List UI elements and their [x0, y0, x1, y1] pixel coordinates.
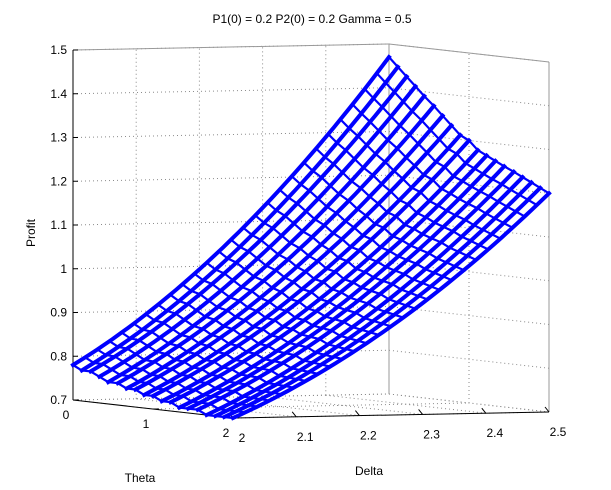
grid-line [72, 262, 390, 270]
x-tick-mark [544, 406, 550, 413]
surface-mesh-row [115, 103, 437, 386]
grid-line [388, 262, 550, 282]
z-tick-label: 1.2 [50, 174, 67, 188]
x-tick-mark [481, 407, 487, 414]
y-tick-label: 2 [223, 426, 230, 440]
x-axis-label: Delta [355, 464, 383, 478]
box-edge [72, 43, 390, 51]
surface [70, 54, 552, 421]
x-tick-mark [418, 409, 423, 415]
grid-line [72, 306, 390, 313]
z-tick-label: 1.1 [50, 218, 67, 232]
surface-mesh-row [221, 185, 544, 420]
surface-mesh-row [87, 73, 410, 375]
surface-mesh-row [70, 54, 392, 368]
box-edge [388, 43, 550, 63]
z-tick-label: 1 [60, 262, 67, 276]
grid-line [72, 349, 390, 357]
grid-line [72, 131, 390, 138]
grid-line [72, 393, 390, 401]
z-tick-label: 1.3 [50, 131, 67, 145]
grid-line [262, 395, 423, 415]
surface-mesh-row [96, 83, 419, 380]
surface-mesh-row [132, 122, 455, 393]
surface-mesh-row [159, 147, 481, 404]
grid-line [199, 397, 360, 417]
grid-line [388, 306, 550, 325]
grid-line [388, 349, 550, 369]
surface-mesh-row [212, 179, 535, 419]
grid-line [388, 87, 550, 107]
x-tick-mark [291, 411, 297, 418]
axes-box [72, 43, 550, 419]
x-tick-label: 2.5 [550, 425, 567, 439]
y-tick-label: 0 [63, 408, 70, 422]
chart-title: P1(0) = 0.2 P2(0) = 0.2 Gamma = 0.5 [212, 12, 411, 26]
grid-line [72, 174, 390, 182]
surface-mesh-row [176, 158, 499, 411]
x-axis-line [232, 411, 550, 419]
grid-line [72, 87, 390, 95]
x-tick-label: 2 [239, 431, 246, 445]
surface-mesh-row [195, 168, 517, 413]
x-tick-mark [355, 410, 360, 416]
surface-mesh-row [203, 174, 526, 418]
x-tick-label: 2.3 [423, 427, 440, 441]
z-tick-label: 0.7 [50, 393, 67, 407]
z-tick-label: 1.4 [50, 87, 67, 101]
x-tick-label: 2.2 [360, 429, 377, 443]
z-tick-label: 0.9 [50, 306, 67, 320]
surface-mesh-row [79, 64, 401, 374]
y-axis-label: Theta [125, 471, 156, 485]
surface-mesh-row [230, 190, 552, 421]
y-tick-label: 1 [143, 417, 150, 431]
surface-mesh-row [105, 93, 428, 385]
z-axis-label: Profit [24, 218, 38, 247]
grid-line [72, 218, 390, 226]
surface-mesh-row [141, 132, 464, 398]
tick-labels: 0.7 0.8 0.9 1 1.1 1.2 1.3 1.4 1.5 2 2.1 2.2 2.3 2.4 2.… [50, 43, 566, 445]
surface-mesh-row [167, 152, 490, 405]
surface-mesh-row [123, 112, 446, 392]
x-tick-label: 2.1 [297, 430, 314, 444]
surface-mesh-row [150, 137, 472, 399]
x-tick-label: 2.4 [486, 426, 503, 440]
z-tick-label: 1.5 [50, 43, 67, 57]
surface-mesh-row [185, 163, 508, 412]
z-tick-label: 0.8 [50, 349, 67, 363]
